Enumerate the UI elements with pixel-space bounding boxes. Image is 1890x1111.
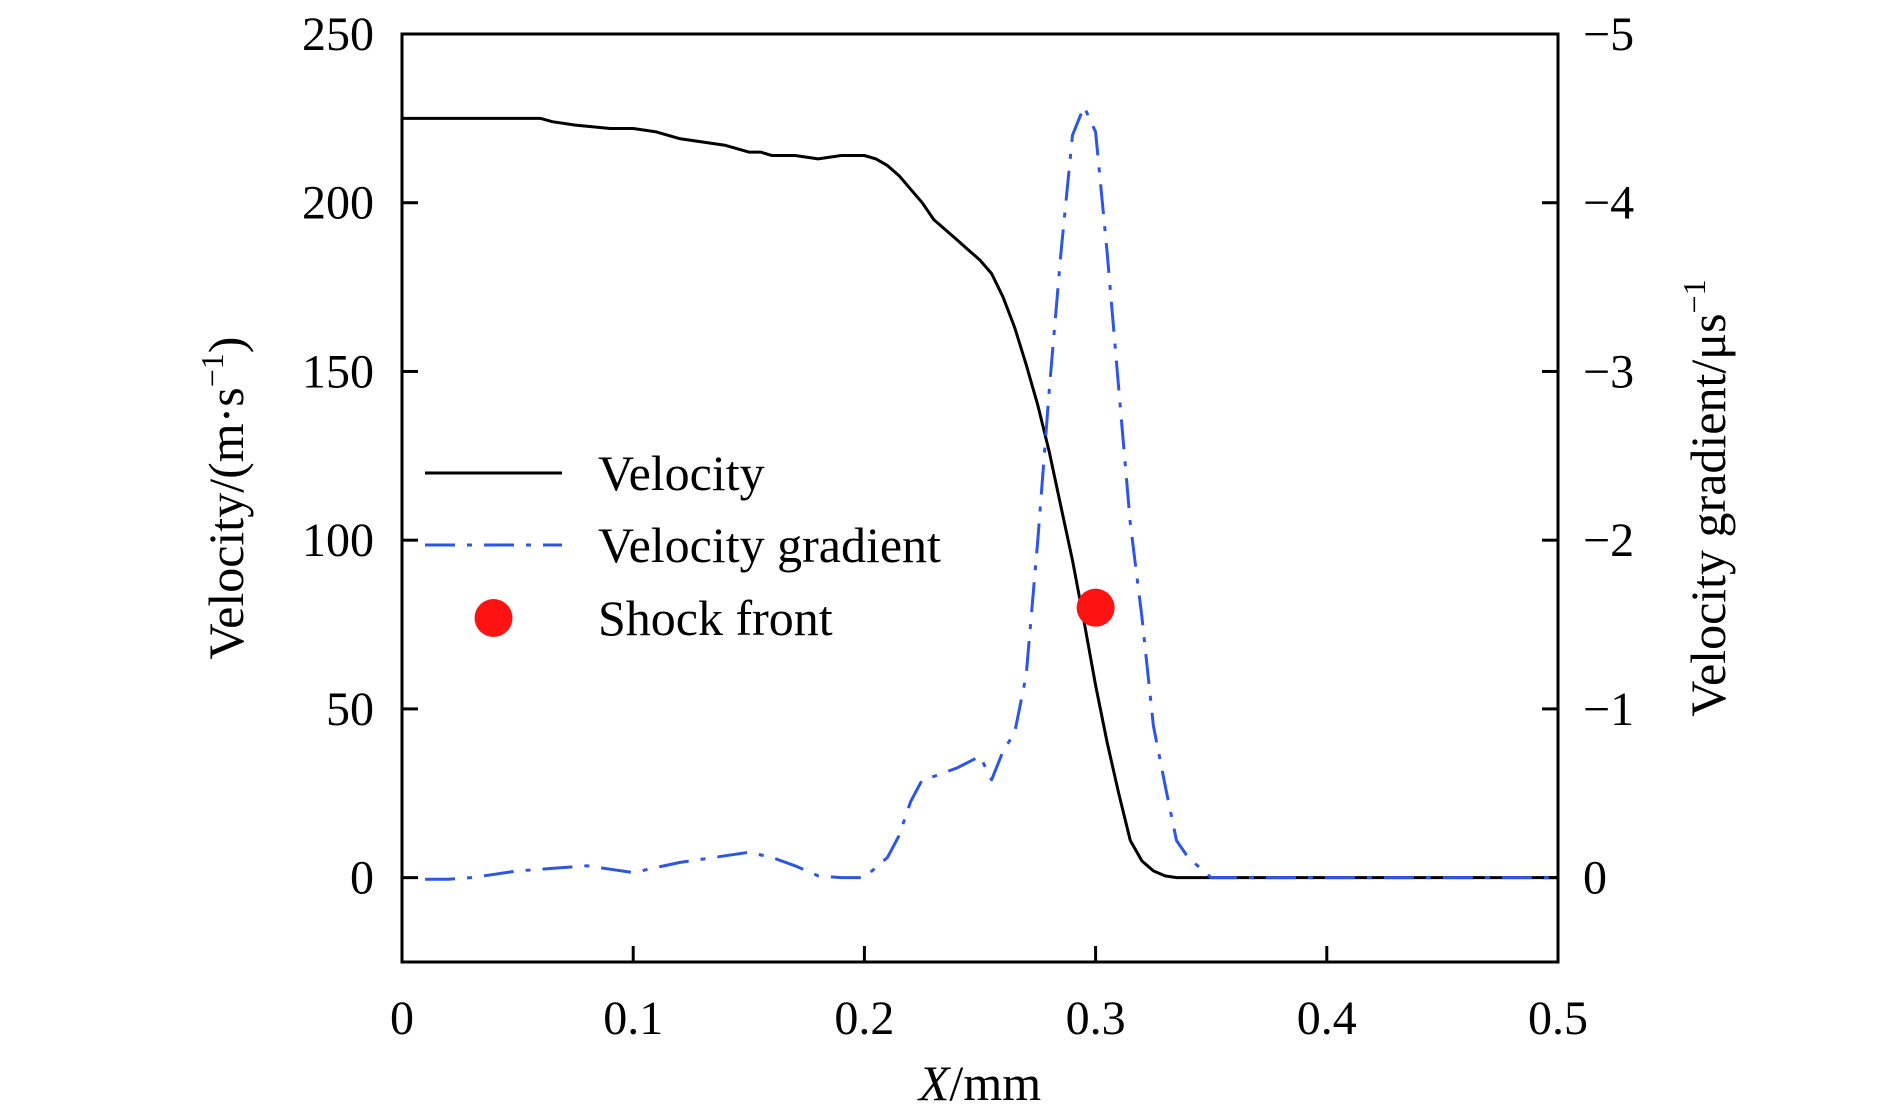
y2-tick-label: −3: [1583, 345, 1634, 398]
series-velocity-gradient-line: [425, 105, 1558, 881]
y-axis-title-main: Velocity/(m·s: [198, 387, 254, 659]
y2-axis-title: Velocity gradient/μs−1: [1676, 279, 1736, 716]
x-axis-title-unit: /mm: [949, 1055, 1041, 1111]
y-tick-label: 250: [302, 8, 374, 61]
tick-marks-layer: [400, 32, 1560, 962]
x-tick-label: 0.4: [1297, 992, 1357, 1045]
x-tick-label: 0.5: [1528, 992, 1588, 1045]
y-axis-title: Velocity/(m·s−1): [194, 337, 254, 660]
y-tick-label: 50: [326, 683, 374, 736]
y2-axis-title-sup: −1: [1676, 279, 1712, 313]
y-tick-label: 200: [302, 177, 374, 230]
y-tick-label: 0: [350, 852, 374, 905]
y2-tick-label: −4: [1583, 177, 1634, 230]
legend-swatch-shock-front: [474, 599, 513, 637]
plot-frame: [400, 32, 1560, 964]
x-axis-title: X/mm: [917, 1055, 1041, 1111]
y2-tick-label: −1: [1583, 683, 1634, 736]
x-tick-label: 0.2: [834, 992, 894, 1045]
x-axis-title-variable: X: [917, 1055, 952, 1111]
legend-label-velocity-gradient: Velocity gradient: [598, 517, 941, 573]
legend: Velocity Velocity gradient Shock front: [425, 445, 941, 646]
y-axis-title-sup: −1: [194, 353, 230, 387]
legend-label-shock-front: Shock front: [598, 590, 833, 646]
y-tick-label: 100: [302, 514, 374, 567]
y2-tick-label: −5: [1583, 8, 1634, 61]
legend-label-velocity: Velocity: [598, 445, 765, 501]
y-axis-title-close: ): [198, 337, 254, 354]
x-tick-label: 0.1: [603, 992, 663, 1045]
series-shock-front-point: [1076, 588, 1115, 627]
y2-axis-title-main: Velocity gradient/μs: [1680, 313, 1736, 716]
tick-labels-layer: 0 0.1 0.2 0.3 0.4 0.5 0 50 100 150 200 250 0 −1 −2 −3 −4…: [302, 8, 1634, 1045]
y-tick-label: 150: [302, 345, 374, 398]
x-tick-label: 0.3: [1066, 992, 1126, 1045]
series-layer: [402, 105, 1558, 881]
series-velocity-line: [402, 116, 1558, 880]
y2-tick-label: 0: [1583, 852, 1607, 905]
x-tick-label: 0: [390, 992, 414, 1045]
y2-tick-label: −2: [1583, 514, 1634, 567]
